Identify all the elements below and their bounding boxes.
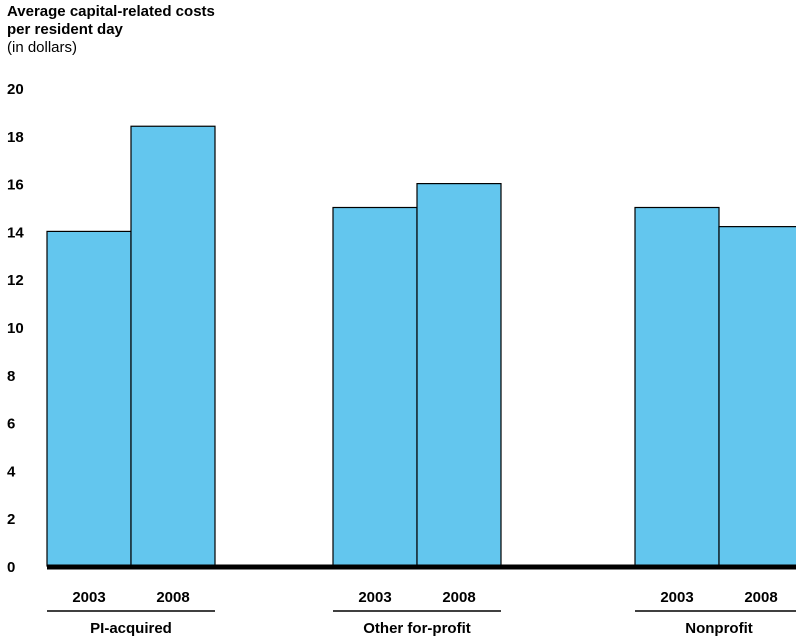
bar bbox=[718, 226, 796, 567]
x-tick-label: 2008 bbox=[156, 589, 189, 606]
y-tick-label: 10 bbox=[7, 320, 24, 337]
bar bbox=[130, 125, 216, 567]
x-tick-label: 2008 bbox=[442, 589, 475, 606]
y-tick-label: 0 bbox=[7, 559, 15, 576]
y-tick-label: 14 bbox=[7, 224, 24, 241]
y-tick-label: 18 bbox=[7, 129, 24, 146]
y-tick-label: 20 bbox=[7, 81, 24, 98]
y-tick-label: 8 bbox=[7, 368, 15, 385]
group-label: Nonprofit bbox=[685, 620, 752, 637]
y-tick-label: 2 bbox=[7, 511, 15, 528]
x-tick-label: 2003 bbox=[660, 589, 693, 606]
group-label: Other for-profit bbox=[363, 620, 470, 637]
x-tick-label: 2003 bbox=[358, 589, 391, 606]
group-label: PI-acquired bbox=[90, 620, 172, 637]
bar bbox=[46, 230, 132, 567]
y-tick-label: 16 bbox=[7, 177, 24, 194]
y-tick-label: 6 bbox=[7, 416, 15, 433]
chart-title-line-2: per resident day bbox=[7, 21, 123, 38]
unit-label: (in dollars) bbox=[7, 39, 78, 56]
y-tick-label: 4 bbox=[7, 463, 16, 480]
bar bbox=[332, 206, 418, 567]
chart-title: Average capital-related costs per reside… bbox=[7, 3, 215, 57]
chart-title-line-1: Average capital-related costs bbox=[7, 3, 215, 20]
x-tick-label: 2008 bbox=[744, 589, 777, 606]
bar bbox=[634, 206, 720, 567]
y-tick-label: 12 bbox=[7, 272, 24, 289]
x-tick-label: 2003 bbox=[72, 589, 105, 606]
bar bbox=[416, 183, 502, 567]
